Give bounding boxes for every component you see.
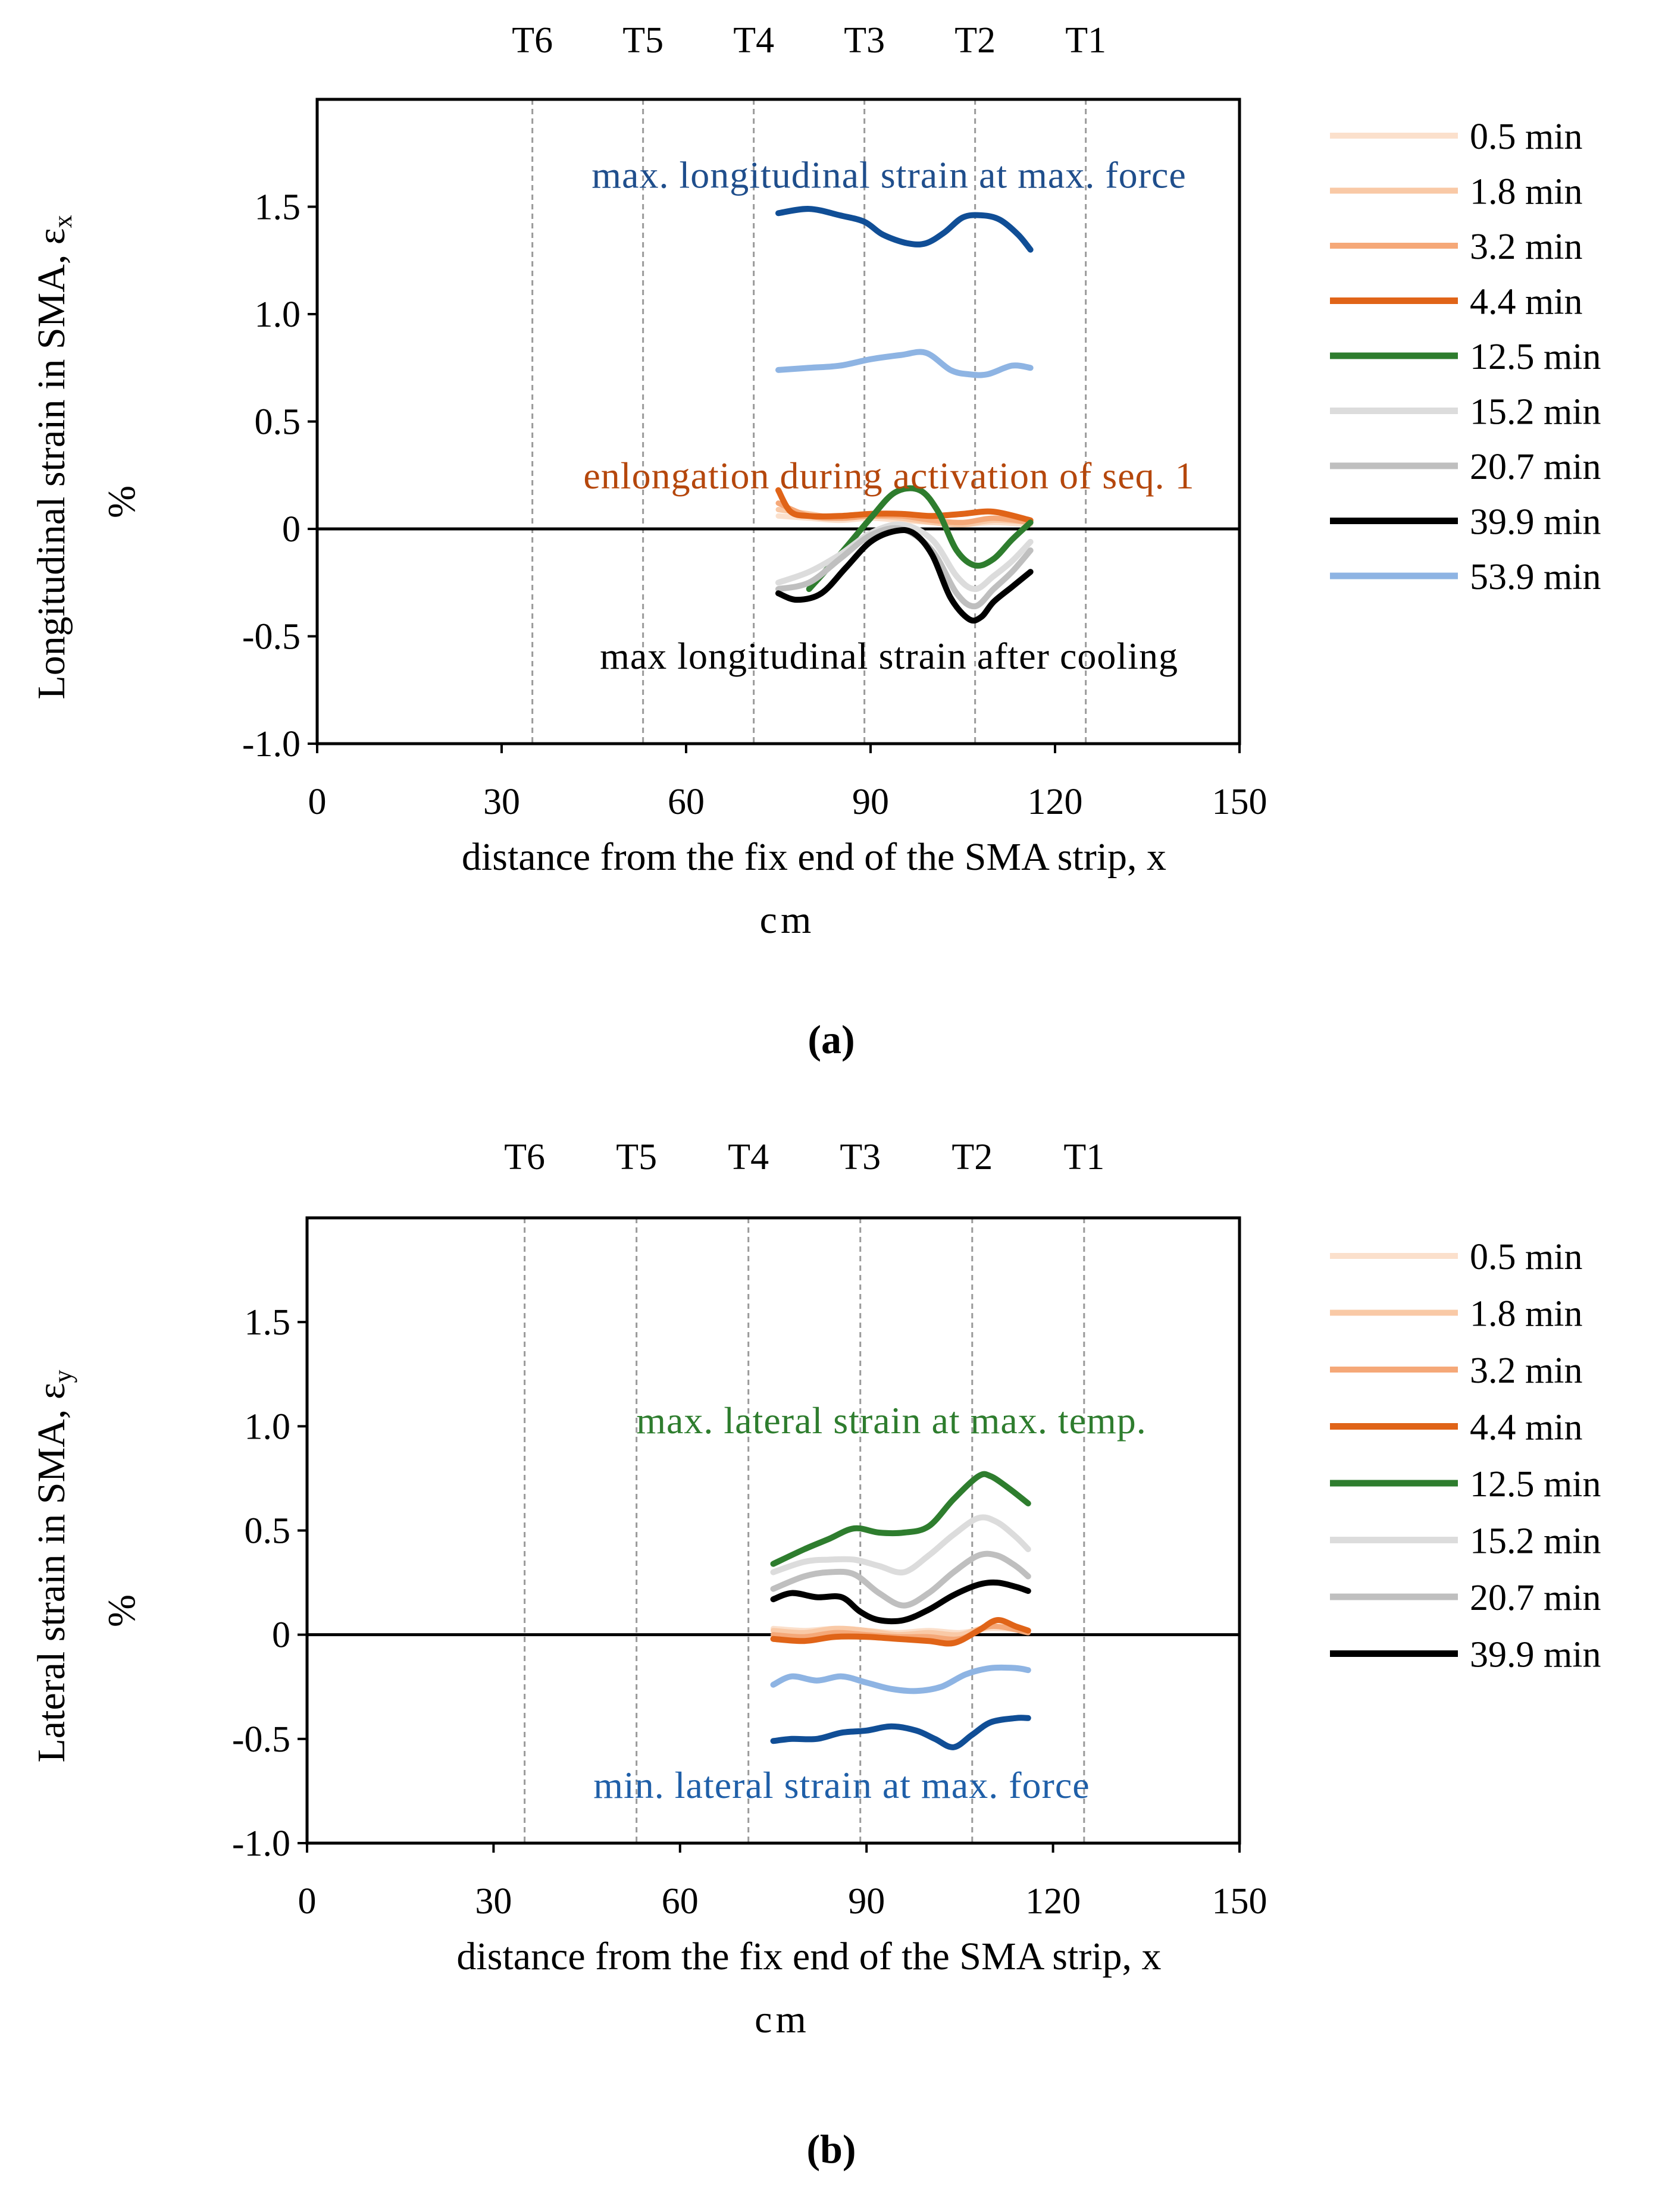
sensor-label-t2: T2: [954, 20, 996, 61]
x-tick-label: 0: [308, 782, 327, 822]
sensor-label-t5: T5: [616, 1137, 657, 1177]
x-tick-label: 120: [1025, 1881, 1081, 1922]
legend-label: 20.7 min: [1470, 447, 1601, 487]
chart-annotation: max. lateral strain at max. temp.: [636, 1399, 1147, 1442]
sensor-label-t4: T4: [728, 1137, 769, 1177]
x-tick-label: 30: [483, 782, 520, 822]
sensor-label-t3: T3: [844, 20, 885, 61]
sensor-label-t4: T4: [733, 20, 774, 61]
x-tick-label: 90: [848, 1881, 885, 1922]
legend-label: 20.7 min: [1470, 1578, 1601, 1618]
legend-label: 39.9 min: [1470, 1635, 1601, 1675]
sensor-label-t6: T6: [512, 20, 553, 61]
series-line-4-4-min: [775, 487, 1034, 524]
series-line-12-5-min: [806, 485, 1034, 593]
panel-a-longitudinal-strain-chart: T6 T5 T4 T3 T2 T1 -1.0 -0.5 0 0.5 1.0 1.5 0 30 60 90 120…: [30, 20, 1601, 1062]
legend-label: 1.8 min: [1470, 1294, 1582, 1334]
y-axis-label-subscript: y: [48, 1370, 77, 1383]
x-tick-label: 120: [1028, 782, 1083, 822]
sensor-label-t2: T2: [951, 1137, 993, 1177]
legend-label: 1.8 min: [1470, 172, 1582, 212]
series-line-12-5-min: [770, 1471, 1031, 1567]
y-tick-label: 1.0: [255, 294, 301, 335]
x-tick-label: 60: [662, 1881, 699, 1922]
y-tick-label: 1.5: [245, 1302, 291, 1343]
series-line-unlabeled-9: [775, 206, 1034, 253]
legend-label: 12.5 min: [1470, 337, 1601, 377]
x-tick-label: 90: [852, 782, 889, 822]
chart-annotation: min. lateral strain at max. force: [593, 1764, 1090, 1806]
x-tick-label: 150: [1212, 1881, 1267, 1922]
panel-label: (a): [807, 1017, 855, 1062]
y-axis-unit: %: [100, 1594, 143, 1627]
y-tick-label: 0.5: [245, 1511, 291, 1552]
x-axis-label: distance from the fix end of the SMA str…: [456, 1935, 1161, 1978]
legend-label: 3.2 min: [1470, 227, 1582, 267]
chart-annotation: max. longitudinal strain at max. force: [591, 153, 1187, 196]
legend-label: 15.2 min: [1470, 392, 1601, 433]
y-axis-label: Longitudinal strain in SMA, εx: [30, 215, 77, 699]
y-axis-label: Lateral strain in SMA, εy: [30, 1370, 77, 1762]
y-tick-label: 1.0: [245, 1406, 291, 1447]
x-tick-label: 0: [298, 1881, 317, 1922]
legend-label: 3.2 min: [1470, 1351, 1582, 1391]
sensor-label-t3: T3: [840, 1137, 881, 1177]
series-line-15-2-min: [770, 1514, 1031, 1576]
y-axis-unit: %: [100, 485, 143, 518]
legend-label: 15.2 min: [1470, 1521, 1601, 1562]
y-tick-label: -1.0: [232, 1824, 290, 1864]
panel-b-lateral-strain-chart: T6 T5 T4 T3 T2 T1 -1.0 -0.5 0 0.5 1.0 1.5 0 30 60 90 120…: [30, 1137, 1601, 2172]
legend-label: 0.5 min: [1470, 117, 1582, 157]
y-tick-label: 0: [282, 509, 301, 550]
x-tick-label: 60: [668, 782, 705, 822]
legend-label: 4.4 min: [1470, 282, 1582, 322]
series-line-4-4-min: [770, 1617, 1031, 1647]
y-axis-label-main: Lateral strain in SMA, ε: [30, 1383, 73, 1762]
series-line-15-2-min: [775, 521, 1034, 593]
y-axis-label-main: Longitudinal strain in SMA, ε: [30, 228, 73, 699]
sensor-label-t6: T6: [504, 1137, 545, 1177]
series-line-20-7-min: [770, 1550, 1031, 1609]
series-line-53-9-min: [775, 349, 1034, 378]
x-tick-label: 30: [475, 1881, 512, 1922]
y-tick-label: -0.5: [242, 617, 301, 657]
y-axis-label-subscript: x: [48, 215, 77, 228]
sensor-label-t1: T1: [1063, 1137, 1104, 1177]
x-axis-label: distance from the fix end of the SMA str…: [462, 835, 1166, 879]
legend-label: 39.9 min: [1470, 502, 1601, 543]
y-tick-label: -1.0: [242, 724, 301, 765]
y-tick-label: 0.5: [255, 402, 301, 443]
y-tick-label: 0: [272, 1615, 290, 1656]
sensor-label-t5: T5: [622, 20, 663, 61]
legend-label: 0.5 min: [1470, 1237, 1582, 1277]
x-axis-unit: cm: [755, 1998, 810, 2041]
y-tick-label: 1.5: [255, 187, 301, 228]
legend-label: 4.4 min: [1470, 1408, 1582, 1448]
series-line-39-9-min: [770, 1579, 1031, 1625]
chart-annotation: enlongation during activation of seq. 1: [583, 455, 1194, 497]
legend-label: 53.9 min: [1470, 557, 1601, 597]
legend-label: 12.5 min: [1470, 1464, 1601, 1505]
x-tick-label: 150: [1212, 782, 1267, 822]
chart-annotation: max longitudinal strain after cooling: [600, 635, 1178, 677]
sensor-label-t1: T1: [1065, 20, 1106, 61]
series-line-unlabeled-8: [770, 1664, 1031, 1694]
series-line-39-9-min: [775, 527, 1034, 624]
y-tick-label: -0.5: [232, 1719, 290, 1760]
series-line-unlabeled-9: [770, 1715, 1031, 1750]
x-axis-unit: cm: [760, 898, 815, 942]
panel-label: (b): [806, 2126, 856, 2172]
